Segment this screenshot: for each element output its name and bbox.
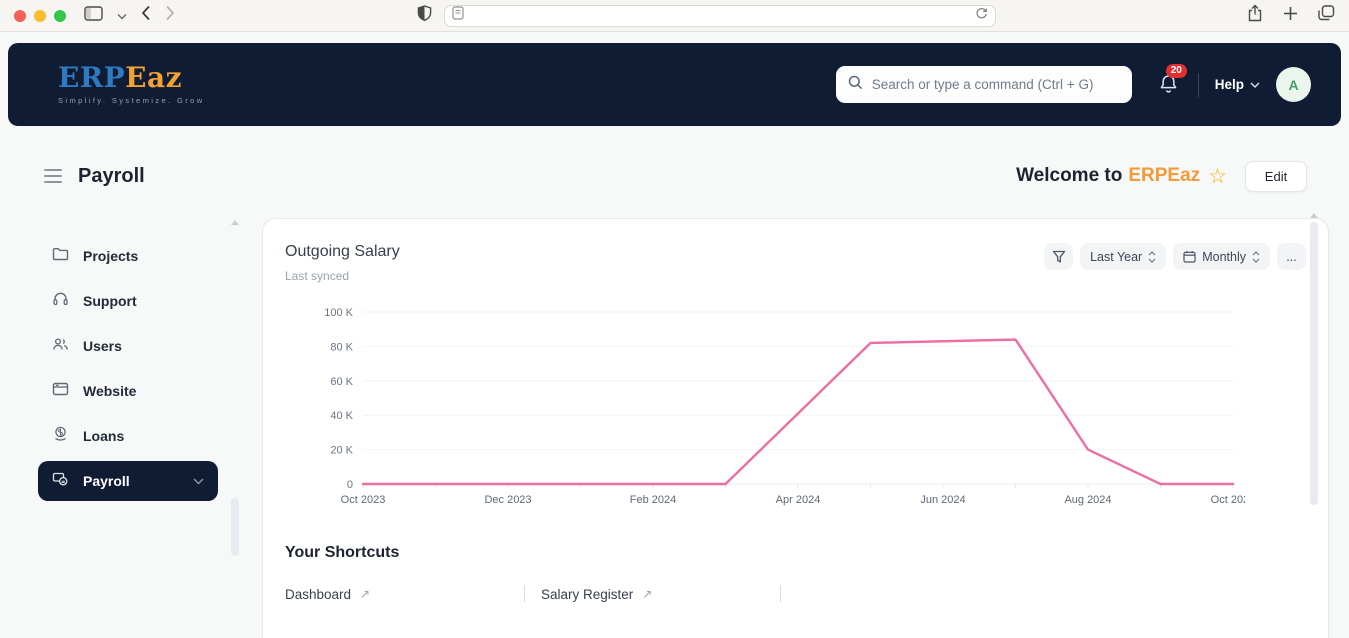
svg-text:Dec 2023: Dec 2023 — [484, 494, 531, 506]
sidebar-item-label: Payroll — [83, 473, 130, 489]
sidebar-item-label: Support — [83, 293, 137, 309]
new-tab-icon[interactable] — [1283, 6, 1298, 26]
svg-text:Aug 2024: Aug 2024 — [1064, 494, 1111, 506]
range-select[interactable]: Last Year — [1080, 243, 1167, 270]
sidebar-toggle-icon[interactable] — [84, 5, 103, 26]
window-controls — [14, 9, 66, 22]
svg-text:Jun 2024: Jun 2024 — [920, 494, 965, 506]
share-icon[interactable] — [1247, 4, 1263, 27]
updown-arrows-icon — [1148, 250, 1156, 263]
page-title: Payroll — [78, 164, 145, 187]
svg-text:Oct 2024: Oct 2024 — [1211, 494, 1245, 506]
help-label: Help — [1214, 77, 1244, 92]
zoom-window-button[interactable] — [54, 9, 66, 22]
chevron-down-icon[interactable] — [117, 7, 127, 25]
shortcut-divider — [524, 586, 525, 602]
chart-area: 0 20 K 40 K 60 K 80 K 100 K Oct 2023 Dec 2023 Fe… — [285, 297, 1306, 514]
headset-icon — [52, 291, 69, 312]
range-select-value: Last Year — [1090, 249, 1143, 264]
chart-subtitle: Last synced — [285, 269, 350, 283]
calendar-icon — [1183, 251, 1196, 263]
svg-text:40 K: 40 K — [330, 410, 353, 422]
payroll-icon — [52, 471, 69, 492]
main-scrollbar[interactable] — [1310, 222, 1318, 505]
tab-overview-icon[interactable] — [1318, 5, 1335, 26]
shortcut-label: Salary Register — [541, 586, 634, 602]
global-search-input[interactable]: Search or type a command (Ctrl + G) — [835, 66, 1132, 103]
back-button[interactable] — [141, 5, 151, 26]
shortcuts-heading: Your Shortcuts — [285, 544, 400, 561]
notifications-button[interactable]: 20 — [1158, 63, 1187, 97]
star-icon[interactable]: ☆ — [1208, 164, 1227, 188]
external-link-icon: ↗ — [642, 587, 653, 601]
sidebar-item-label: Website — [83, 383, 137, 399]
dashboard-panel: Outgoing Salary Last synced Last Year Mo… — [262, 218, 1329, 638]
svg-text:Oct 2023: Oct 2023 — [341, 494, 386, 506]
browser-window-icon — [52, 381, 69, 402]
header-divider — [1197, 72, 1199, 97]
shield-icon[interactable] — [417, 4, 432, 27]
sidebar-item-users[interactable]: Users — [38, 326, 218, 366]
close-window-button[interactable] — [14, 9, 26, 22]
svg-text:Apr 2024: Apr 2024 — [776, 494, 821, 506]
svg-text:80 K: 80 K — [330, 341, 353, 353]
interval-select-value: Monthly — [1202, 249, 1246, 264]
sidebar-item-payroll[interactable]: Payroll — [38, 461, 218, 501]
address-bar[interactable] — [443, 4, 996, 27]
sidebar-item-loans[interactable]: Loans — [38, 416, 218, 456]
erpeaz-logo[interactable]: ERPEaz Simplify. Systemize. Grow — [58, 61, 205, 106]
chart-title: Outgoing Salary — [285, 243, 400, 260]
logo-part-erp: ERP — [58, 61, 126, 94]
users-icon — [52, 336, 69, 357]
welcome-heading: Welcome to ERPEaz ☆ — [1016, 164, 1227, 189]
shortcut-divider — [780, 586, 781, 602]
shortcut-dashboard[interactable]: Dashboard ↗ — [285, 587, 524, 602]
folder-icon — [52, 246, 69, 267]
scroll-up-arrow[interactable] — [1310, 213, 1318, 218]
logo-tagline: Simplify. Systemize. Grow — [58, 96, 205, 105]
browser-chrome — [0, 0, 1349, 32]
reload-icon[interactable] — [975, 7, 988, 25]
avatar[interactable]: A — [1276, 67, 1311, 102]
coin-hand-icon — [52, 426, 69, 447]
shortcut-salary-register[interactable]: Salary Register ↗ — [541, 587, 780, 602]
chevron-down-icon — [1250, 82, 1260, 88]
sidebar-item-label: Projects — [83, 248, 139, 264]
welcome-brand: ERPEaz — [1128, 165, 1201, 186]
forward-button[interactable] — [165, 5, 175, 26]
svg-text:20 K: 20 K — [330, 445, 353, 457]
help-menu[interactable]: Help — [1215, 77, 1260, 92]
chevron-down-icon — [193, 472, 204, 490]
external-link-icon: ↗ — [360, 587, 371, 601]
svg-text:Feb 2024: Feb 2024 — [630, 494, 676, 506]
interval-select[interactable]: Monthly — [1173, 243, 1270, 270]
sidebar-scroll-up-arrow[interactable] — [231, 220, 239, 225]
sidebar-item-projects[interactable]: Projects — [38, 236, 218, 276]
logo-part-eaz: Eaz — [125, 61, 183, 94]
search-icon — [848, 75, 863, 95]
sidebar-menu-icon[interactable] — [44, 168, 62, 184]
filter-button[interactable] — [1044, 243, 1074, 270]
sidebar-scrollbar[interactable] — [231, 498, 239, 556]
svg-text:60 K: 60 K — [330, 376, 353, 388]
updown-arrows-icon — [1252, 250, 1260, 263]
outgoing-salary-chart: 0 20 K 40 K 60 K 80 K 100 K Oct 2023 Dec 2023 Fe… — [324, 307, 1255, 506]
search-placeholder: Search or type a command (Ctrl + G) — [871, 77, 1094, 92]
sidebar-item-support[interactable]: Support — [38, 281, 218, 321]
svg-text:100 K: 100 K — [324, 307, 353, 319]
workspace-sidebar: Projects Support Users Website Loans Pay… — [20, 218, 248, 506]
svg-text:0: 0 — [347, 479, 353, 491]
sidebar-item-label: Loans — [83, 428, 125, 444]
shortcut-label: Dashboard — [285, 586, 352, 602]
edit-button[interactable]: Edit — [1245, 160, 1307, 192]
funnel-icon — [1052, 250, 1065, 263]
minimize-window-button[interactable] — [34, 9, 46, 22]
sidebar-item-label: Users — [83, 338, 122, 354]
more-options-button[interactable]: ... — [1277, 243, 1306, 270]
app-header: ERPEaz Simplify. Systemize. Grow Search … — [8, 43, 1341, 126]
sidebar-item-website[interactable]: Website — [38, 371, 218, 411]
reader-icon[interactable] — [451, 6, 464, 25]
welcome-prefix: Welcome to — [1016, 165, 1123, 186]
notification-count-badge: 20 — [1165, 63, 1187, 78]
